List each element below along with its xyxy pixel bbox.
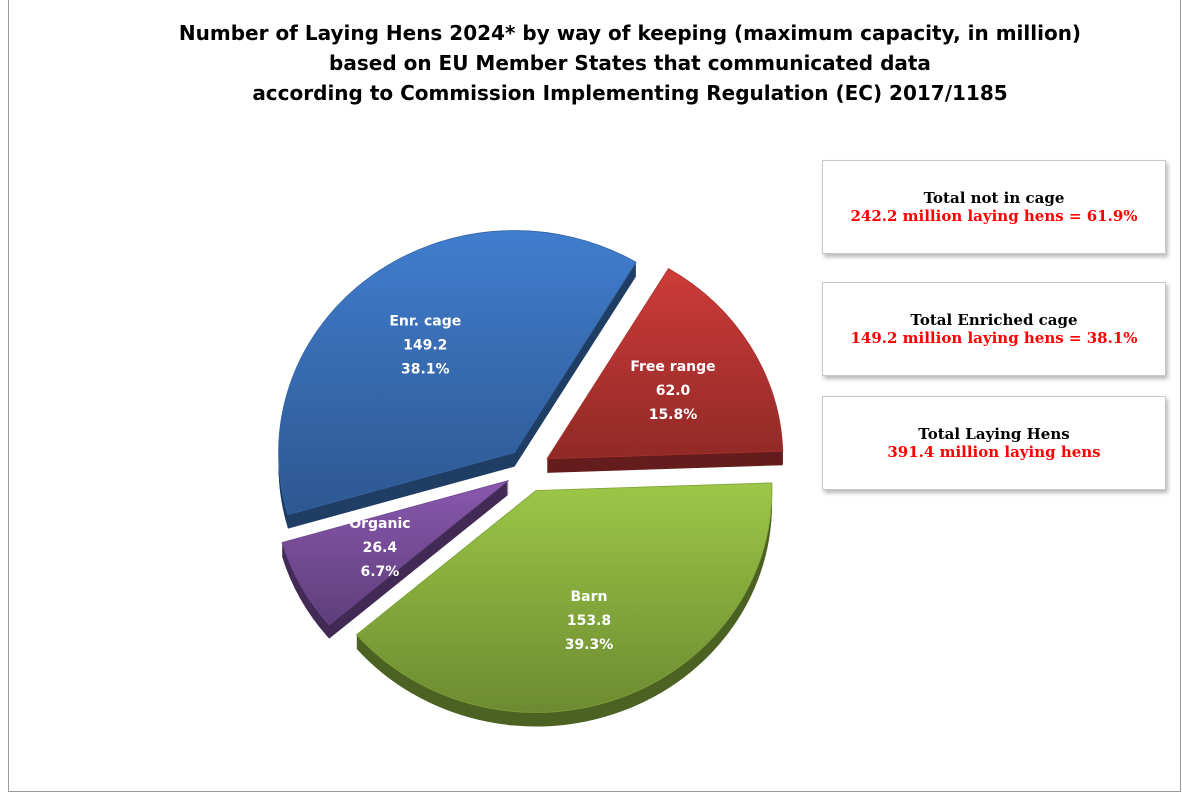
slice-value-label-free-range: 62.0 — [656, 383, 691, 399]
summary-header: Total not in cage — [923, 189, 1065, 207]
slice-value-label-organic: 26.4 — [363, 540, 398, 556]
summary-value: 391.4 million laying hens — [887, 443, 1101, 461]
slice-percent-label-barn: 39.3% — [565, 637, 614, 653]
chart-title: Number of Laying Hens 2024* by way of ke… — [130, 18, 1130, 108]
summary-header: Total Laying Hens — [918, 425, 1070, 443]
pie-slice-free-range — [546, 268, 784, 460]
summary-box-enriched-cage: Total Enriched cage 149.2 million laying… — [822, 282, 1166, 376]
title-line-1: Number of Laying Hens 2024* by way of ke… — [178, 21, 1082, 45]
pie-slice-enr-cage — [278, 230, 637, 516]
summary-box-not-in-cage: Total not in cage 242.2 million laying h… — [822, 160, 1166, 254]
summary-value: 149.2 million laying hens = 38.1% — [850, 329, 1138, 347]
title-line-2: based on EU Member States that communica… — [329, 51, 931, 75]
slice-name-label-barn: Barn — [571, 589, 608, 605]
pie-slice-barn — [355, 482, 773, 713]
chart-frame — [8, 0, 1181, 792]
slice-name-label-organic: Organic — [349, 516, 410, 532]
summary-header: Total Enriched cage — [910, 311, 1078, 329]
slice-percent-label-free-range: 15.8% — [649, 407, 698, 423]
slice-name-label-free-range: Free range — [630, 359, 715, 375]
slice-name-label-enr-cage: Enr. cage — [389, 314, 461, 330]
pie-slice-organic — [281, 480, 509, 626]
pie-slices — [278, 230, 784, 713]
slice-percent-label-enr-cage: 38.1% — [401, 362, 450, 378]
slice-value-label-enr-cage: 149.2 — [403, 338, 447, 354]
summary-box-total-laying-hens: Total Laying Hens 391.4 million laying h… — [822, 396, 1166, 490]
title-line-3: according to Commission Implementing Reg… — [252, 81, 1008, 105]
slice-percent-label-organic: 6.7% — [360, 564, 399, 580]
summary-value: 242.2 million laying hens = 61.9% — [850, 207, 1138, 225]
pie-labels: Free range 62.0 15.8% Barn 153.8 39.3% Organic… — [349, 314, 715, 653]
slice-value-label-barn: 153.8 — [567, 613, 611, 629]
